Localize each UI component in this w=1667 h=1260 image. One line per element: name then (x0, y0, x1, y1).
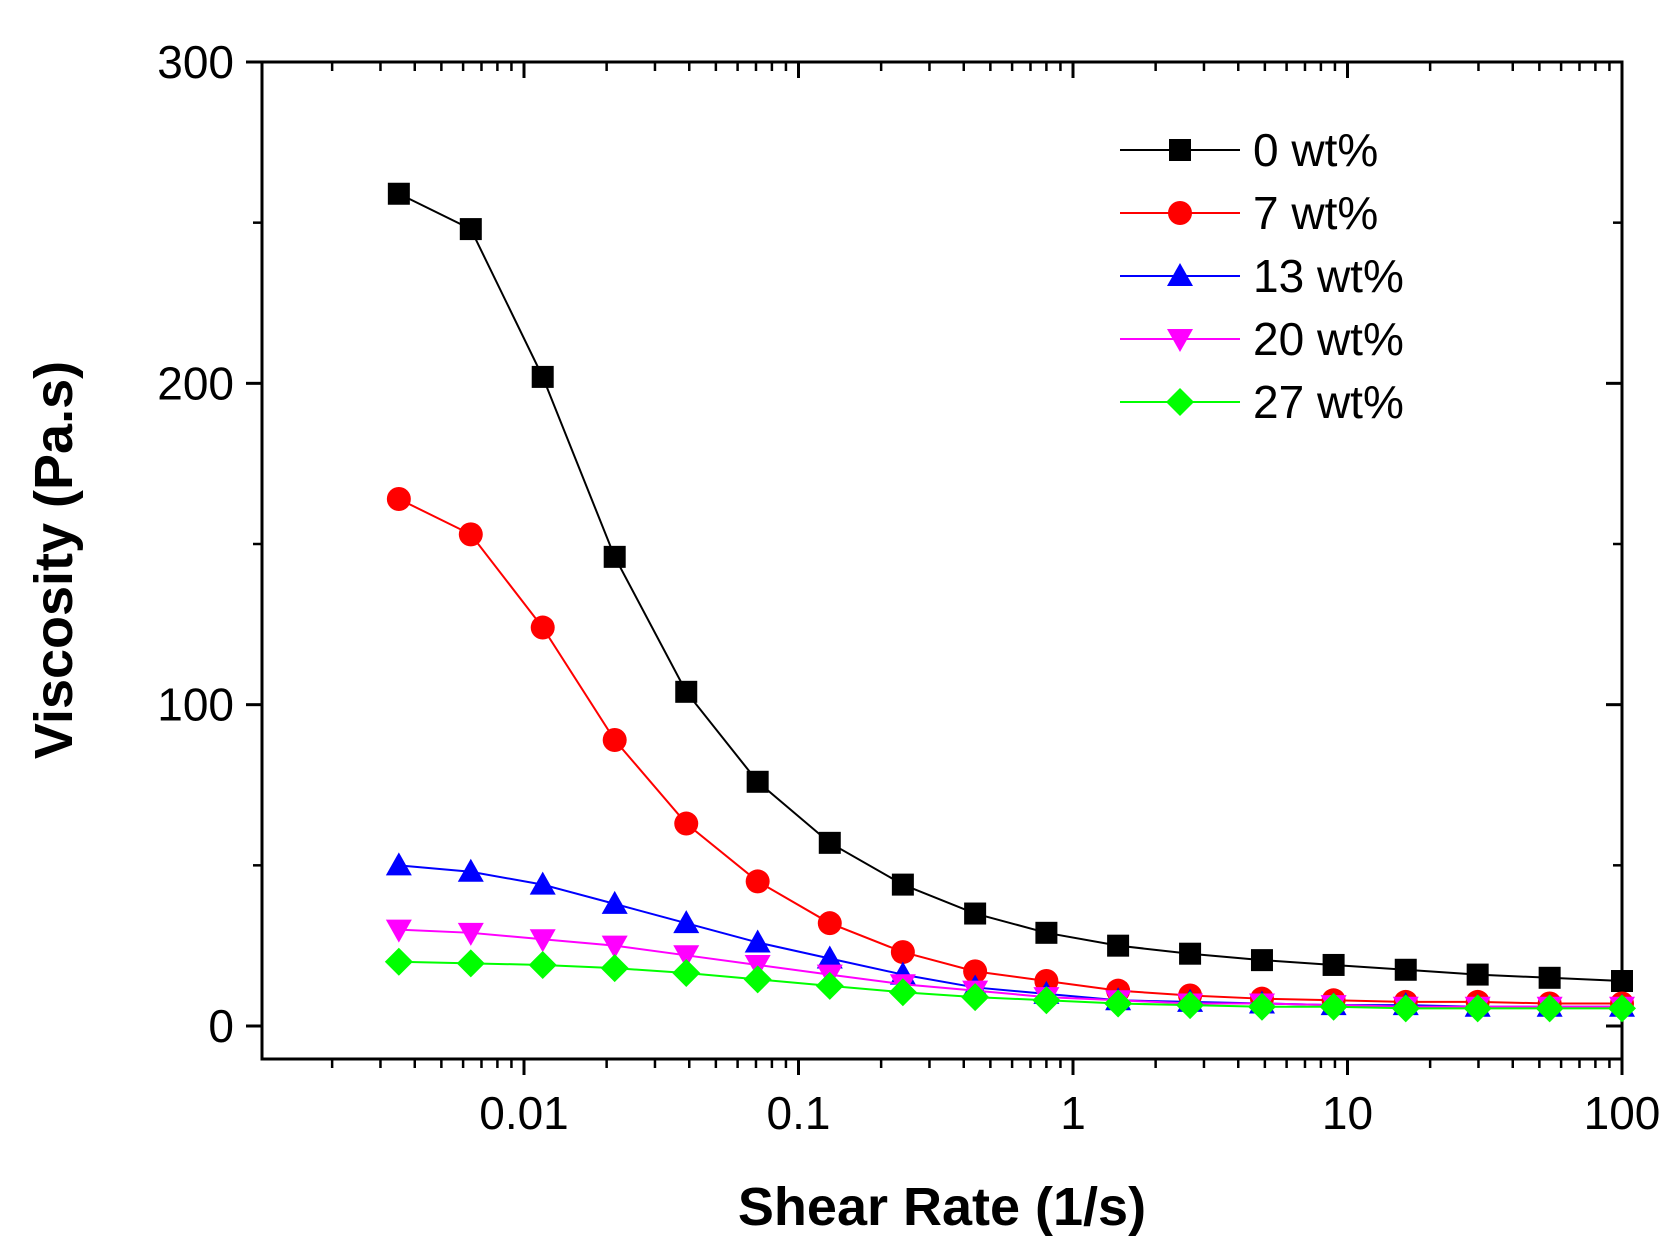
series-20-wt- (385, 919, 1635, 1020)
x-tick-label: 1 (1060, 1087, 1086, 1139)
data-point (601, 935, 628, 959)
data-point (457, 922, 484, 946)
data-point (456, 949, 485, 978)
data-point (601, 890, 628, 914)
data-point (458, 522, 483, 547)
data-point (745, 869, 770, 894)
data-point (1535, 994, 1564, 1023)
data-point (602, 728, 627, 753)
data-point (387, 182, 410, 205)
data-point (673, 945, 700, 969)
data-point (1032, 986, 1061, 1015)
x-tick-label: 0.01 (479, 1087, 569, 1139)
data-point (746, 770, 769, 793)
data-point (1035, 921, 1058, 944)
data-point (961, 983, 990, 1012)
series-line (398, 192, 1623, 983)
data-point (603, 545, 626, 568)
data-point (815, 971, 844, 1000)
data-point (963, 959, 988, 984)
series-7-wt- (386, 487, 1634, 1016)
data-point (384, 947, 413, 976)
y-tick-label: 200 (157, 357, 234, 409)
data-point (1608, 994, 1636, 1023)
y-tick-label: 300 (157, 36, 234, 88)
data-point (600, 954, 629, 983)
legend-marker (1167, 263, 1193, 286)
data-point (818, 831, 841, 854)
y-tick-label: 0 (208, 1000, 234, 1052)
data-point (1611, 970, 1633, 993)
legend-label: 13 wt% (1253, 250, 1404, 302)
data-point (1463, 994, 1492, 1023)
data-point (1391, 994, 1420, 1023)
data-point (891, 873, 914, 896)
legend-marker (1166, 388, 1194, 416)
data-point (890, 940, 915, 965)
axis-ticks: 0.01 0.1 1 10 100 0 100 200 300 (157, 36, 1660, 1139)
data-point (817, 911, 842, 936)
series-line (398, 928, 1622, 1008)
data-point (1247, 992, 1276, 1021)
legend-marker (1168, 201, 1192, 225)
plot-frame (260, 60, 1624, 1061)
data-point (459, 218, 482, 241)
y-axis-title: Viscosity (Pa.s) (24, 361, 84, 759)
data-point (1394, 958, 1417, 981)
data-point (1179, 942, 1202, 965)
data-point (529, 929, 556, 953)
data-point (1319, 992, 1348, 1021)
data-point (1466, 963, 1489, 986)
x-tick-label: 10 (1322, 1087, 1373, 1139)
x-tick-label: 100 (1584, 1087, 1661, 1139)
data-point (1250, 949, 1273, 972)
data-point (531, 365, 554, 388)
data-point (674, 811, 699, 836)
series-0-wt- (387, 182, 1633, 993)
series-27-wt- (384, 947, 1636, 1023)
legend-label: 20 wt% (1253, 313, 1404, 365)
legend-label: 27 wt% (1253, 376, 1404, 428)
data-point (386, 487, 411, 512)
data-point (385, 852, 412, 876)
series-line (398, 864, 1622, 1008)
data-point (528, 950, 557, 979)
data-point (964, 902, 987, 925)
legend-label: 0 wt% (1253, 124, 1378, 176)
data-point (673, 910, 700, 934)
data-point (457, 858, 484, 882)
data-point (1538, 966, 1561, 989)
series-line (398, 498, 1622, 1005)
data-point (672, 958, 701, 987)
data-point (675, 680, 698, 703)
data-point (888, 978, 917, 1007)
data-point (743, 965, 772, 994)
legend: 0 wt% 7 wt% 13 wt% 20 wt% 27 wt% (1120, 124, 1404, 428)
legend-marker (1169, 139, 1191, 161)
legend-marker (1167, 329, 1193, 352)
data-point (744, 929, 771, 953)
data-point (530, 615, 555, 640)
series-layer (384, 182, 1636, 1023)
series-13-wt- (385, 852, 1635, 1017)
data-point (529, 871, 556, 895)
data-point (1104, 989, 1133, 1018)
data-point (1107, 934, 1130, 957)
x-tick-label: 0.1 (767, 1087, 831, 1139)
data-point (816, 945, 843, 969)
data-point (1322, 953, 1345, 976)
data-point (1176, 991, 1205, 1020)
legend-label: 7 wt% (1253, 187, 1378, 239)
data-point (385, 919, 412, 943)
y-tick-label: 100 (157, 679, 234, 731)
x-axis-title: Shear Rate (1/s) (738, 1177, 1146, 1237)
